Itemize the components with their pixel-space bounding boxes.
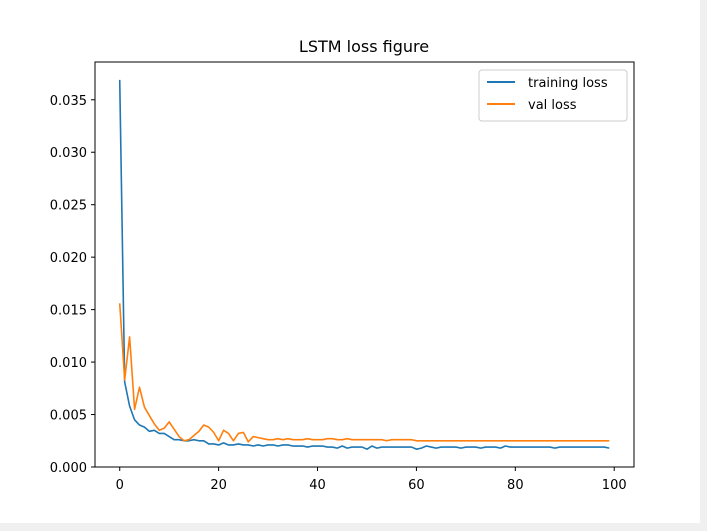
series-layer xyxy=(118,79,610,450)
x-tick-label: 20 xyxy=(210,478,227,493)
axes-frame xyxy=(94,61,635,468)
x-tick-label: 0 xyxy=(116,478,124,493)
y-tick-label: 0.025 xyxy=(50,199,87,214)
loss-chart: LSTM loss figure 0 20 40 60 80 100 0.000 0.005… xyxy=(50,37,635,493)
chart-title: LSTM loss figure xyxy=(299,37,429,56)
y-axis: 0.000 0.005 0.010 0.015 0.020 0.025 0.030 0.035 xyxy=(50,94,95,476)
figure-canvas: LSTM loss figure 0 20 40 60 80 100 0.000 0.005… xyxy=(0,0,700,523)
y-tick-label: 0.005 xyxy=(50,409,87,424)
legend-box xyxy=(478,69,628,122)
x-tick-label: 40 xyxy=(309,478,326,493)
y-tick-label: 0.015 xyxy=(50,304,87,319)
y-tick-label: 0.010 xyxy=(50,356,87,371)
x-tick-label: 80 xyxy=(507,478,524,493)
x-tick-label: 60 xyxy=(408,478,425,493)
y-tick-label: 0.020 xyxy=(50,251,87,266)
x-axis: 0 20 40 60 80 100 xyxy=(116,467,627,493)
y-tick-label: 0.030 xyxy=(50,146,87,161)
y-tick-label: 0.000 xyxy=(50,461,87,476)
legend-label-training-loss: training loss xyxy=(528,76,608,91)
series-line-training-loss xyxy=(118,79,610,450)
plot-area: 0 20 40 60 80 100 0.0000.0050.0100.0150.0200.… xyxy=(50,61,635,493)
y-tick-label: 0.035 xyxy=(50,94,87,109)
series-line-val-loss xyxy=(118,303,610,443)
x-tick-label: 100 xyxy=(602,478,627,493)
legend: training loss val loss xyxy=(478,69,628,122)
legend-label-val-loss: val loss xyxy=(528,98,577,113)
